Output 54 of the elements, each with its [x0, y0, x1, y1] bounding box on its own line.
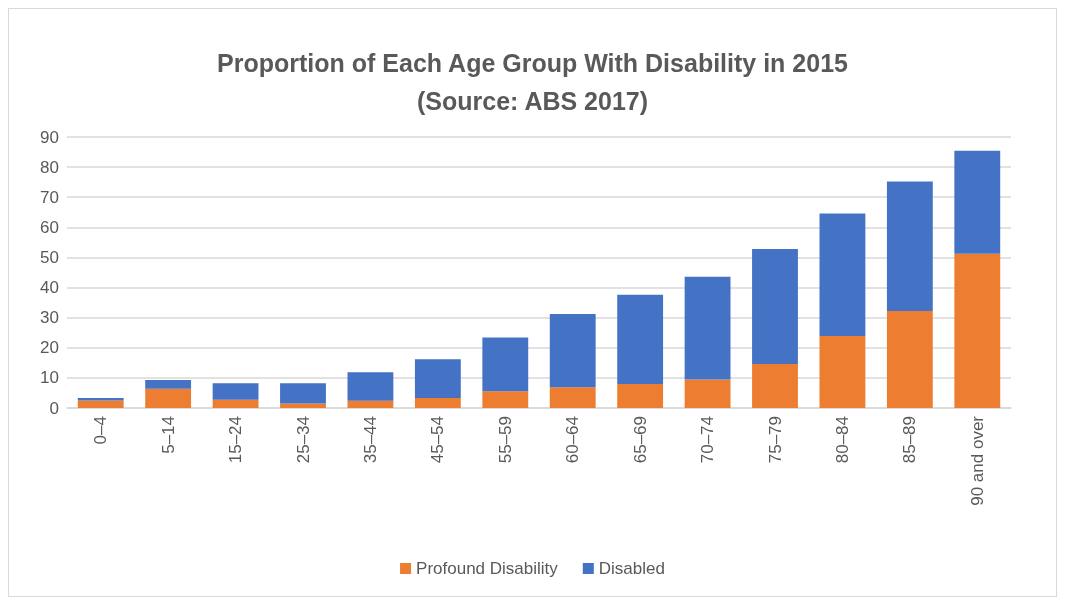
bar [414, 398, 461, 408]
x-tick-label: 45–54 [428, 416, 448, 464]
x-tick-label: 85–89 [900, 416, 920, 464]
bar [414, 359, 461, 399]
y-tick-label: 70 [40, 187, 59, 207]
y-tick-label: 0 [49, 398, 59, 418]
bar [954, 253, 1001, 408]
chart-title: Proportion of Each Age Group With Disability in 2015 (Source: ABS 2017) [217, 49, 849, 115]
bar [549, 387, 596, 408]
bar [347, 400, 394, 408]
y-tick-label: 80 [40, 157, 59, 177]
bar [752, 249, 798, 365]
bar [145, 388, 192, 408]
y-tick-label: 20 [40, 338, 59, 358]
bar [886, 181, 933, 312]
bar [482, 391, 529, 408]
x-tick-label: 35–44 [360, 416, 380, 464]
x-tick-label: 5–14 [158, 416, 178, 454]
bar [819, 213, 866, 337]
x-tick-label: 55–59 [495, 416, 515, 464]
bar [752, 364, 798, 408]
bar [212, 383, 259, 400]
bar [212, 399, 259, 408]
y-tick-label: 10 [40, 368, 59, 388]
x-tick-label: 60–64 [563, 416, 583, 464]
x-tick-label: 65–69 [630, 416, 650, 464]
bar [819, 336, 866, 408]
bar [347, 372, 394, 401]
bar [617, 383, 664, 408]
bar [617, 294, 664, 384]
x-tick-label: 70–74 [698, 416, 718, 464]
bar [549, 314, 596, 388]
y-tick-label: 40 [40, 278, 59, 298]
bar [886, 311, 933, 408]
y-tick-label: 90 [40, 127, 59, 147]
bar [954, 150, 1001, 254]
x-tick-label: 90 and over [967, 415, 987, 506]
bar [280, 383, 326, 404]
y-tick-label: 50 [40, 247, 59, 267]
x-tick-label: 15–24 [226, 416, 246, 464]
bar [482, 337, 529, 392]
y-tick-label: 30 [40, 308, 59, 328]
bar [684, 276, 731, 380]
x-tick-label: 25–34 [293, 416, 313, 464]
bar [77, 400, 124, 408]
x-tick-label: 75–79 [765, 416, 785, 464]
x-tick-label: 80–84 [832, 416, 852, 464]
y-tick-label: 60 [40, 217, 59, 237]
bar [684, 379, 731, 408]
legend-label: Disabled [598, 559, 665, 578]
legend-label: Profound Disability [416, 559, 559, 578]
bar [280, 403, 326, 408]
x-tick-label: 0–4 [91, 416, 111, 445]
bar [145, 380, 192, 389]
